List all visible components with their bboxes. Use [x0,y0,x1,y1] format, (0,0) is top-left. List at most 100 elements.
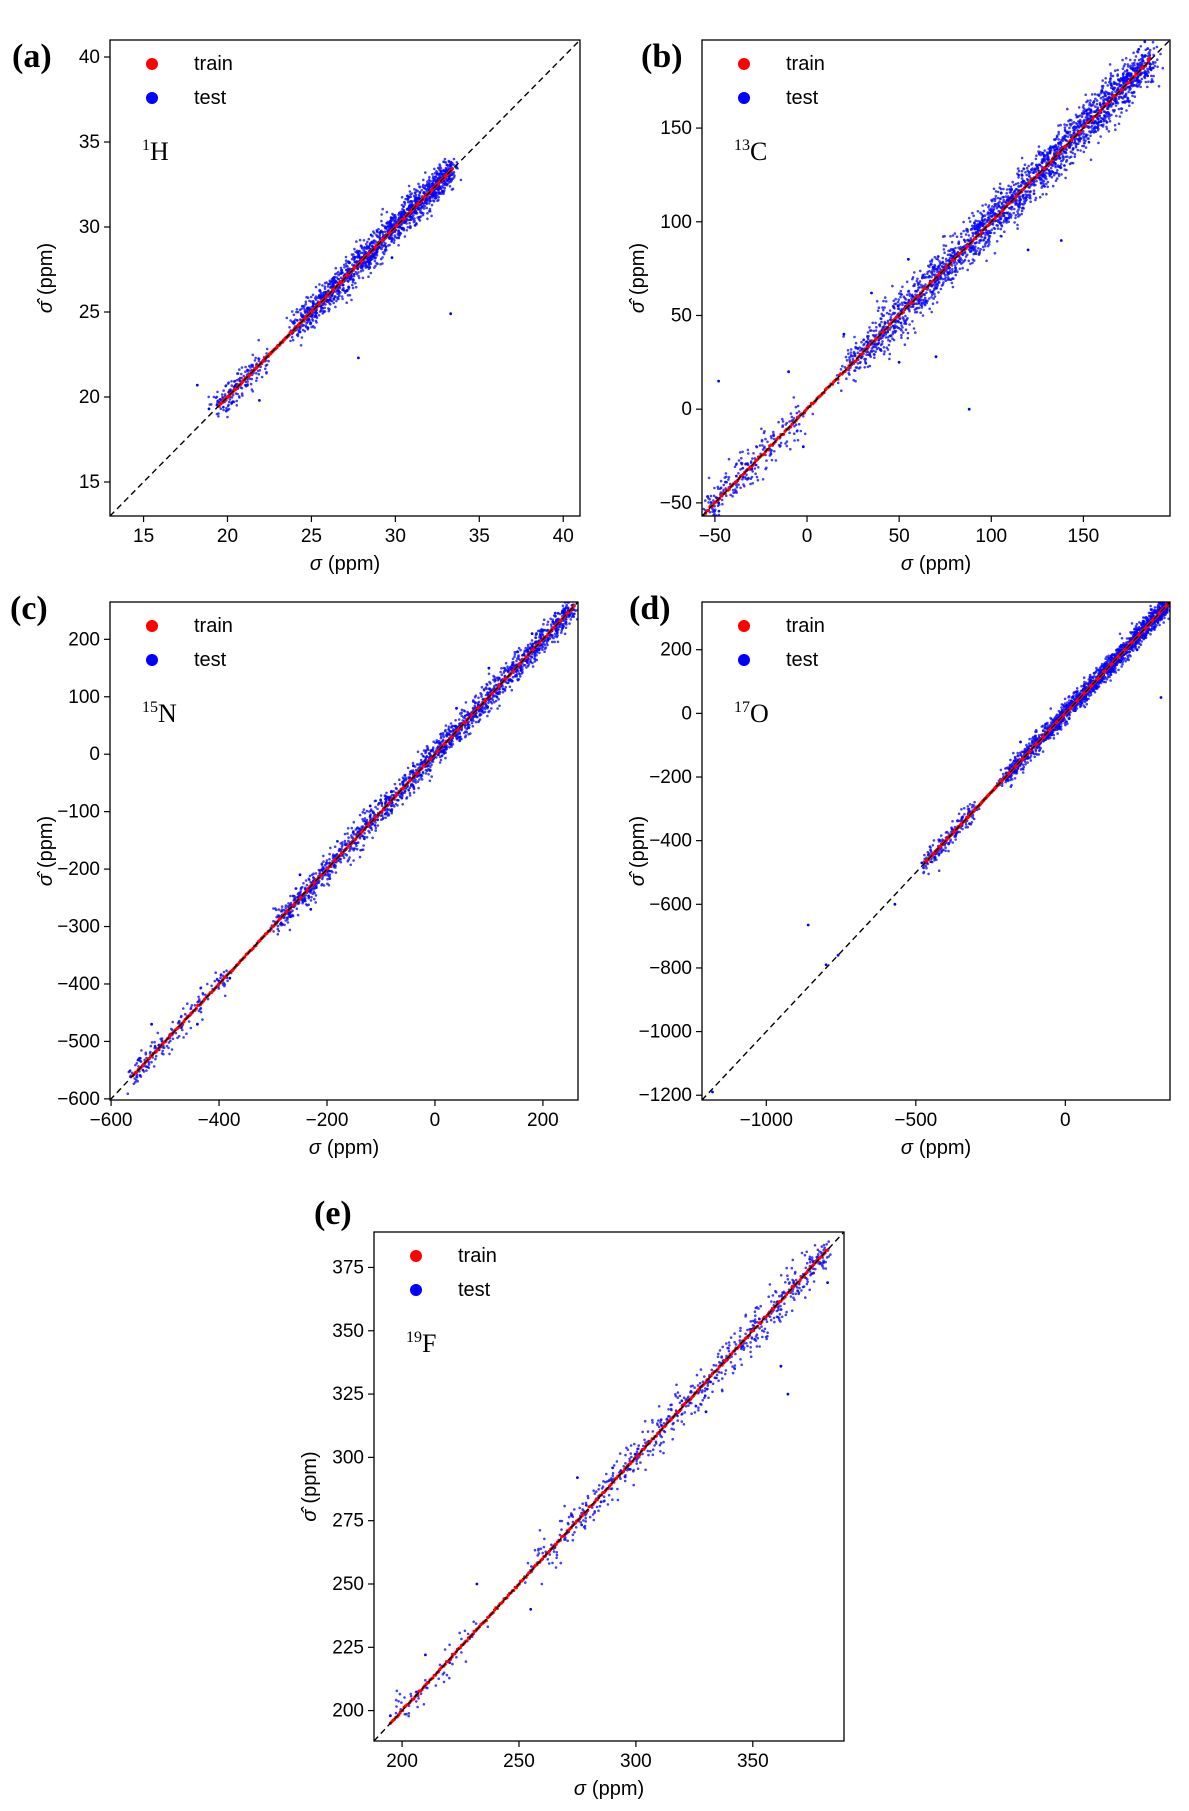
test-point [746,463,749,466]
test-point [802,415,805,418]
test-point [999,192,1003,195]
test-point [1122,65,1126,68]
test-point [450,173,454,177]
test-point [383,244,387,247]
test-point [796,438,800,442]
test-point [311,299,315,303]
test-point [1014,182,1018,186]
test-point [1131,94,1134,98]
test-point [221,395,224,399]
test-point [428,207,432,211]
test-point [320,304,323,307]
test-point [956,270,959,273]
test-point [996,224,999,227]
test-point [1068,133,1072,137]
test-point [254,379,258,383]
test-point [981,219,984,222]
test-point [437,196,441,199]
test-point [378,237,382,240]
test-point [1043,169,1046,173]
test-point [994,194,998,198]
test-point [955,262,959,265]
test-point [936,267,939,271]
test-point [937,291,940,294]
x-axis-label: σ (ppm) [310,553,380,575]
test-point [934,355,938,359]
legend-label-test: test [194,87,227,109]
test-point [856,351,860,355]
test-point [346,265,349,268]
test-point [1009,196,1012,199]
test-point [334,266,338,270]
test-point [383,226,387,229]
test-point [1014,216,1017,220]
test-point [327,307,330,310]
test-point [437,192,441,195]
y-tick-label: 35 [79,132,100,153]
test-point [987,216,990,220]
test-point [1099,91,1103,95]
test-point [238,379,241,383]
test-point [390,216,394,220]
test-point [257,357,261,361]
test-point [999,187,1003,191]
test-point [1064,155,1067,159]
test-point [967,259,971,263]
test-point [1122,79,1125,83]
test-point [1132,51,1135,55]
test-point [712,499,715,502]
test-point [289,339,292,343]
test-point [916,277,919,281]
test-point [981,204,984,207]
test-point [865,353,868,357]
test-point [860,340,863,344]
test-point [1101,84,1105,88]
test-point [866,331,870,334]
test-point [1065,160,1068,163]
test-point [1058,165,1062,168]
test-point [361,251,365,255]
test-point [300,336,304,339]
test-point [971,245,974,249]
test-point [1023,163,1027,166]
test-point [1017,169,1021,173]
test-point [765,459,768,462]
test-point [901,326,904,329]
test-point [752,452,755,455]
test-point [403,203,407,206]
test-point [921,274,925,278]
test-point [434,175,438,178]
test-point [949,254,953,257]
test-point [853,369,857,372]
test-point [419,208,422,212]
test-point [716,504,720,508]
test-point [984,233,987,237]
test-point [991,205,994,208]
test-point [930,310,933,314]
test-point [985,241,989,244]
test-point [1117,107,1121,111]
test-point [1091,128,1094,131]
test-point [300,313,303,317]
test-point [920,306,924,309]
test-point [906,336,910,340]
test-point [362,248,366,252]
test-point [947,266,951,269]
test-point [933,292,936,296]
test-point [998,182,1002,186]
test-point [933,282,936,286]
test-point [1117,86,1120,89]
test-point [1000,203,1004,206]
test-point [930,284,933,287]
test-point [1099,103,1102,107]
test-point [298,318,302,321]
test-point [704,499,707,502]
test-point [1059,239,1063,242]
x-tick-label: 40 [553,526,574,547]
test-point [1077,126,1081,129]
test-point [919,311,922,315]
test-point [992,226,996,230]
test-point [1060,173,1063,176]
test-point [400,222,404,226]
